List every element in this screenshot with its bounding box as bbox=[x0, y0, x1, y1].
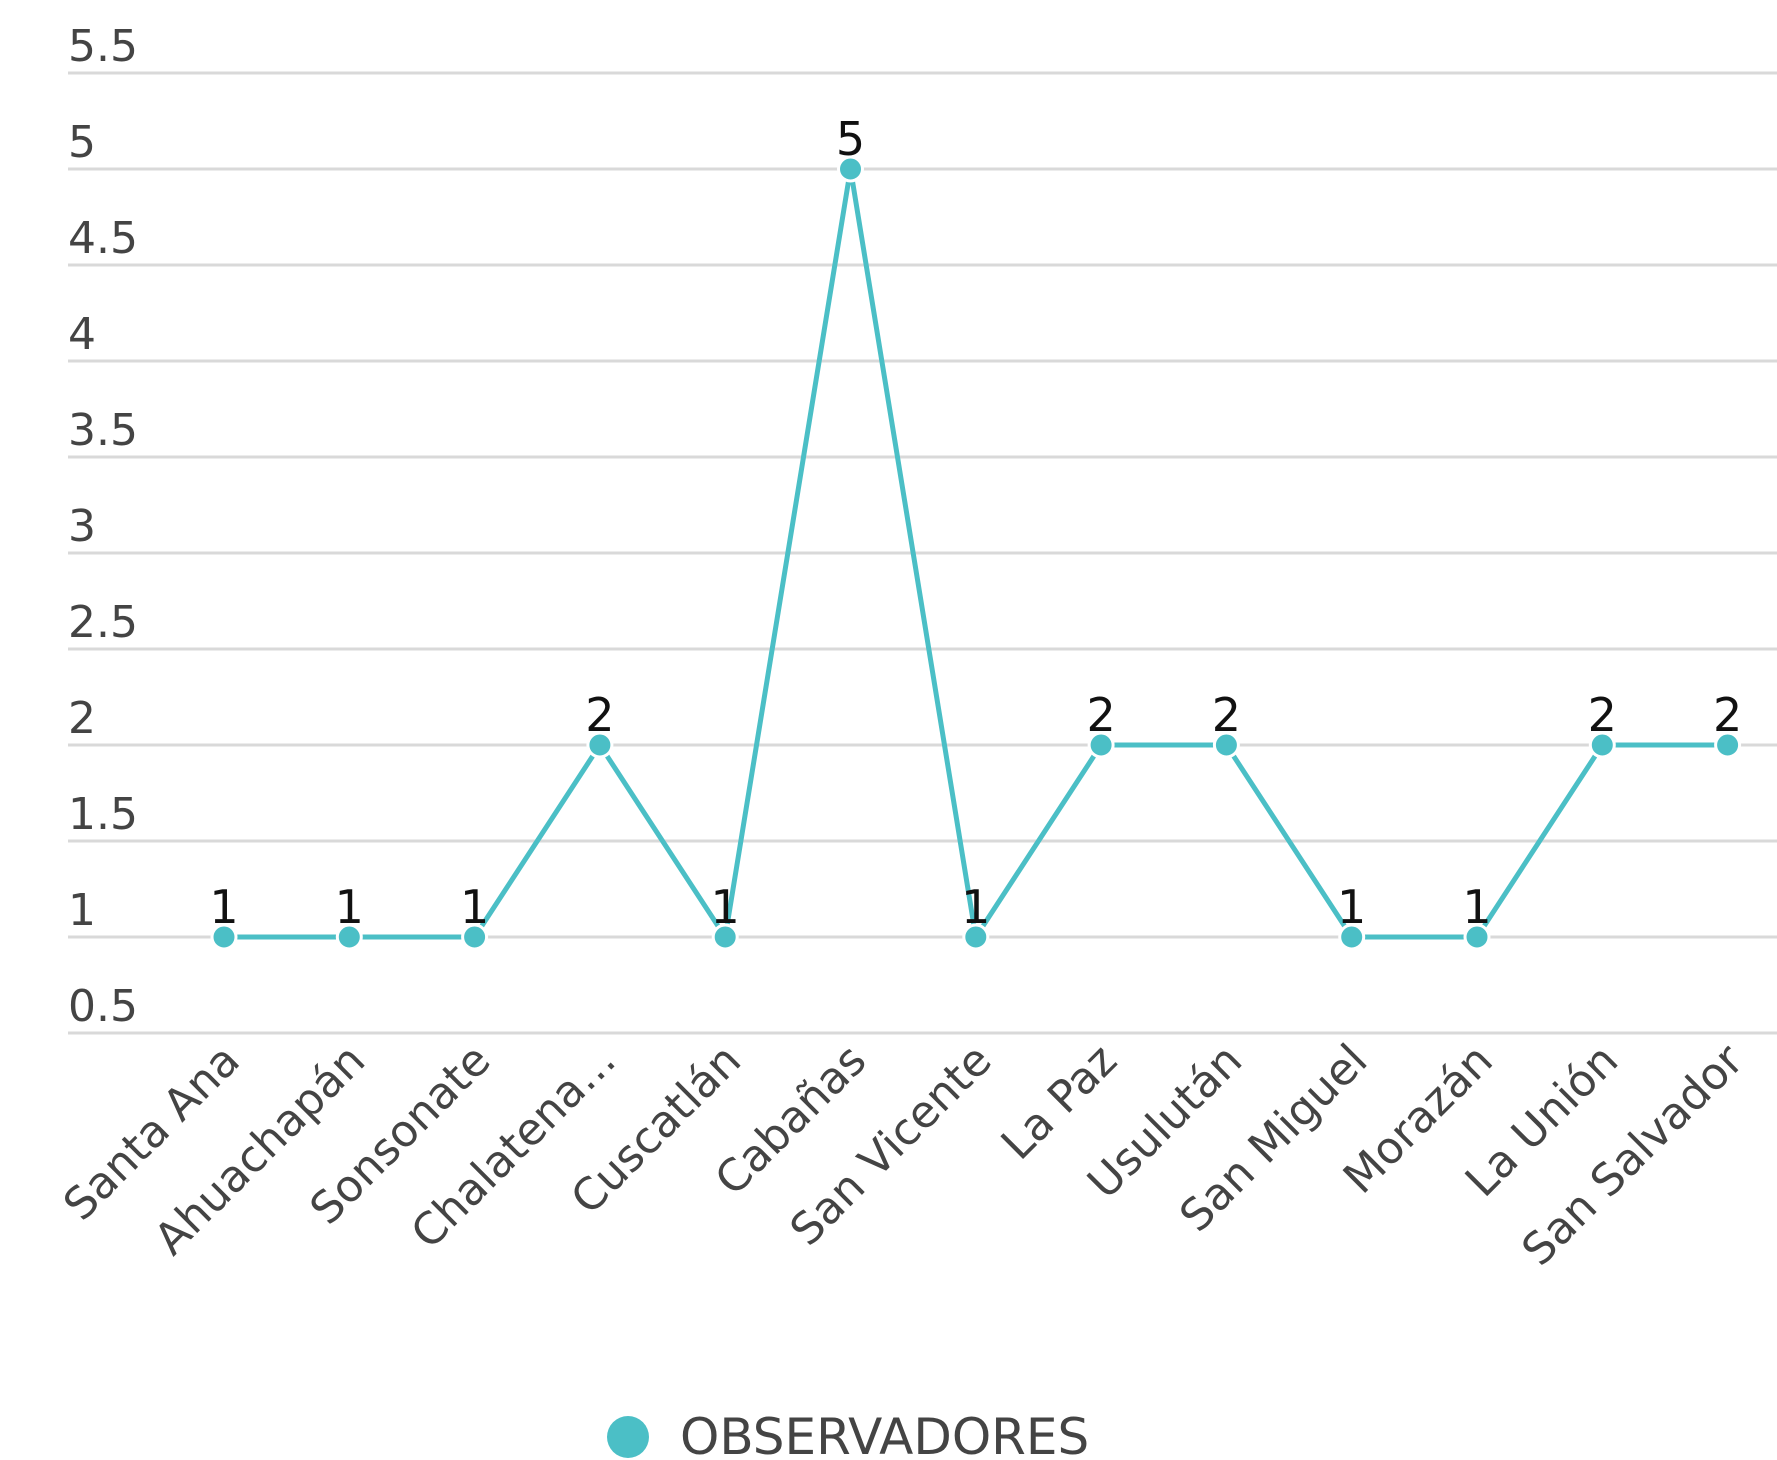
data-point bbox=[1463, 923, 1491, 951]
y-tick-label: 1.5 bbox=[68, 789, 138, 840]
data-label: 1 bbox=[335, 880, 364, 934]
data-label: 2 bbox=[1713, 688, 1742, 742]
data-point bbox=[1212, 731, 1240, 759]
x-tick-label: San Salvador bbox=[1512, 1034, 1754, 1276]
data-point bbox=[1588, 731, 1616, 759]
data-point bbox=[1338, 923, 1366, 951]
data-point bbox=[837, 155, 864, 183]
series-layer: 1 1 1 2 1 5 1 2 2 1 1 2 2 bbox=[209, 112, 1742, 951]
data-point bbox=[1714, 731, 1742, 759]
x-axis-ticks: Santa AnaAhuachapánSonsonateChalatena...… bbox=[54, 1034, 1754, 1276]
data-label: 1 bbox=[711, 880, 740, 934]
data-label: 1 bbox=[961, 880, 990, 934]
data-point bbox=[335, 923, 363, 951]
legend-label-observadores: OBSERVADORES bbox=[680, 1408, 1089, 1460]
data-point bbox=[711, 923, 739, 951]
y-axis-ticks: 0.5 1 1.5 2 2.5 3 3.5 4 4.5 5 5.5 bbox=[68, 21, 138, 1032]
y-tick-label: 2 bbox=[68, 693, 96, 744]
data-point bbox=[962, 923, 990, 951]
data-label: 2 bbox=[585, 688, 614, 742]
data-label: 1 bbox=[1462, 880, 1491, 934]
data-label: 1 bbox=[1337, 880, 1366, 934]
legend: OBSERVADORES bbox=[607, 1408, 1089, 1460]
y-tick-label: 2.5 bbox=[68, 597, 138, 648]
data-label: 1 bbox=[460, 880, 489, 934]
y-tick-label: 1 bbox=[68, 885, 96, 936]
data-label: 5 bbox=[836, 112, 865, 166]
legend-swatch-observadores bbox=[607, 1416, 649, 1458]
y-tick-label: 0.5 bbox=[68, 981, 138, 1032]
data-point bbox=[210, 923, 238, 951]
data-label: 1 bbox=[209, 880, 238, 934]
y-tick-label: 3 bbox=[68, 501, 96, 552]
y-tick-label: 4 bbox=[68, 309, 96, 360]
y-tick-label: 5 bbox=[68, 117, 96, 168]
data-label: 2 bbox=[1588, 688, 1617, 742]
data-label: 2 bbox=[1212, 688, 1241, 742]
y-tick-label: 5.5 bbox=[68, 21, 138, 72]
data-point bbox=[461, 923, 489, 951]
data-point bbox=[586, 731, 614, 759]
y-tick-label: 3.5 bbox=[68, 405, 138, 456]
data-label: 2 bbox=[1086, 688, 1115, 742]
y-tick-label: 4.5 bbox=[68, 213, 138, 264]
data-point bbox=[1087, 731, 1115, 759]
gridlines bbox=[68, 71, 1777, 1035]
